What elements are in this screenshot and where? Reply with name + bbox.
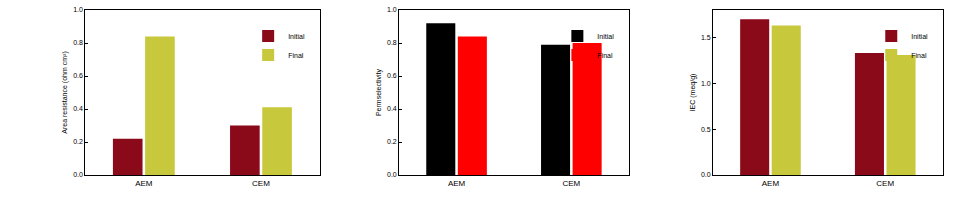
svg-text:0.0: 0.0 (387, 171, 397, 178)
svg-text:Permselectivity: Permselectivity (375, 68, 383, 116)
svg-text:1.0: 1.0 (701, 80, 711, 87)
svg-text:1.0: 1.0 (73, 6, 83, 13)
svg-text:1.0: 1.0 (387, 6, 397, 13)
svg-text:IEC (meq/g): IEC (meq/g) (689, 74, 697, 112)
svg-text:CEM: CEM (876, 179, 894, 188)
svg-text:0.2: 0.2 (387, 138, 397, 145)
svg-text:0.5: 0.5 (701, 126, 711, 133)
svg-text:AEM: AEM (448, 179, 466, 188)
svg-text:0.4: 0.4 (387, 105, 397, 112)
svg-text:0.6: 0.6 (73, 72, 83, 79)
svg-text:0.4: 0.4 (73, 105, 83, 112)
svg-text:Initial: Initial (288, 33, 305, 40)
svg-text:0.0: 0.0 (701, 171, 711, 178)
svg-text:CEM: CEM (252, 179, 270, 188)
svg-text:0.8: 0.8 (387, 39, 397, 46)
svg-text:Initial: Initial (597, 33, 614, 40)
svg-text:1.5: 1.5 (701, 34, 711, 41)
svg-text:0.0: 0.0 (73, 171, 83, 178)
svg-text:Final: Final (288, 52, 304, 59)
svg-text:0.8: 0.8 (73, 39, 83, 46)
svg-text:0.6: 0.6 (387, 72, 397, 79)
svg-text:AEM: AEM (135, 179, 153, 188)
svg-text:Final: Final (597, 52, 613, 59)
svg-text:AEM: AEM (762, 179, 780, 188)
svg-text:Initial: Initial (911, 33, 928, 40)
svg-text:0.2: 0.2 (73, 138, 83, 145)
svg-text:Final: Final (911, 52, 927, 59)
svg-text:CEM: CEM (562, 179, 580, 188)
svg-text:Area resistance (ohm cm²): Area resistance (ohm cm²) (61, 51, 69, 133)
